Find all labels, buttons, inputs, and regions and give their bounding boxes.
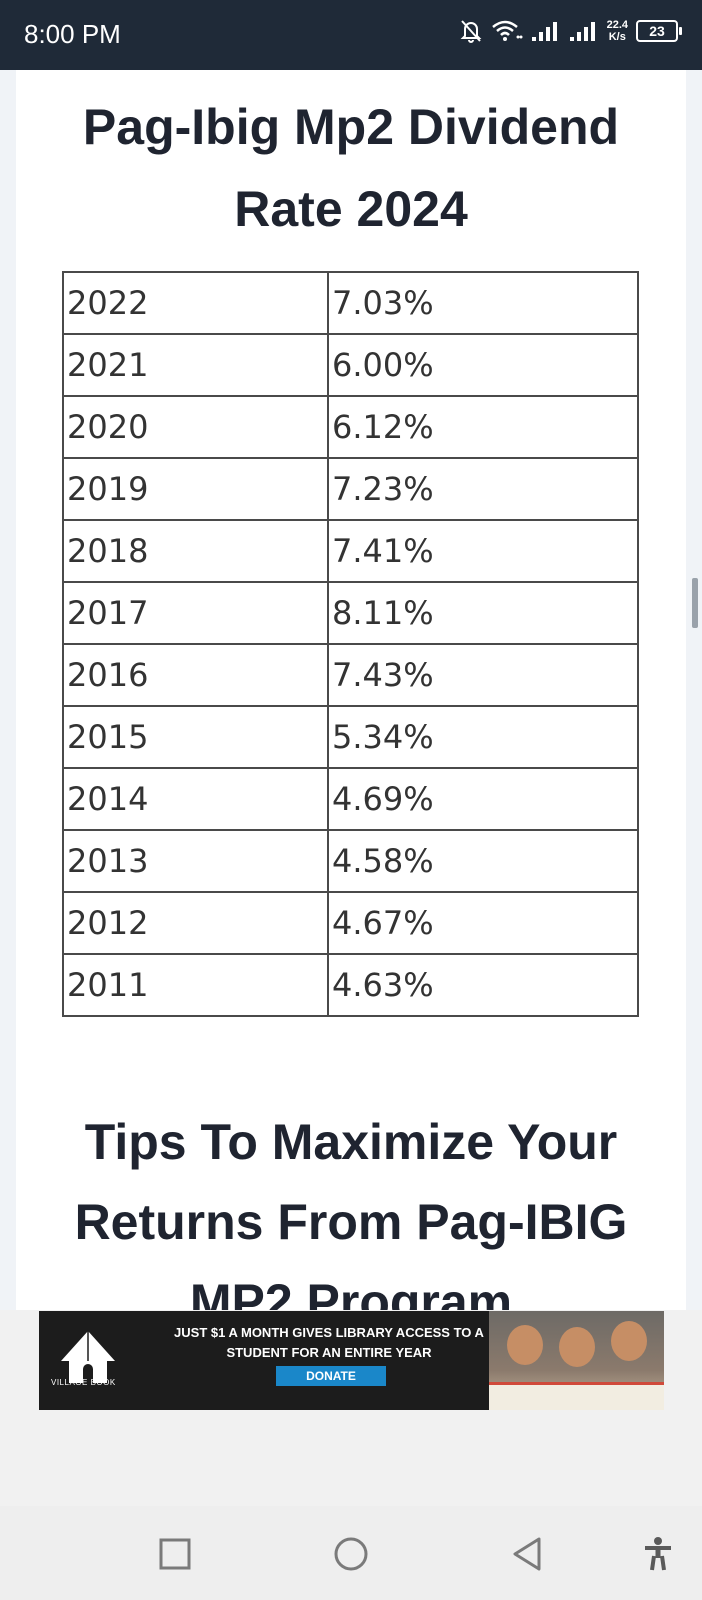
rate-cell: 8.11%	[327, 581, 639, 645]
rate-cell: 5.34%	[327, 705, 639, 769]
status-bar: 8:00 PM 22.4 K/s	[0, 0, 702, 70]
rate-cell: 7.41%	[327, 519, 639, 583]
rate-cell: 6.12%	[327, 395, 639, 459]
rate-cell: 7.23%	[327, 457, 639, 521]
table-row: 2020 6.12%	[62, 395, 639, 459]
child-figure	[507, 1325, 543, 1365]
donate-button[interactable]: DONATE	[276, 1366, 386, 1386]
home-button[interactable]	[329, 1532, 373, 1576]
article-title: Pag-Ibig Mp2 Dividend Rate 2024	[82, 99, 620, 237]
rate-cell: 4.58%	[327, 829, 639, 893]
table-row: 2022 7.03%	[62, 271, 639, 335]
table-row: 2016 7.43%	[62, 643, 639, 707]
year-cell: 2011	[62, 953, 329, 1017]
table-row: 2018 7.41%	[62, 519, 639, 583]
back-button[interactable]	[505, 1532, 549, 1576]
year-cell: 2019	[62, 457, 329, 521]
year-cell: 2021	[62, 333, 329, 397]
status-time: 8:00 PM	[24, 19, 121, 49]
status-icons: 22.4 K/s 23	[459, 18, 682, 44]
table-row: 2017 8.11%	[62, 581, 639, 645]
table-row: 2019 7.23%	[62, 457, 639, 521]
book-graphic	[489, 1382, 664, 1410]
rate-cell: 6.00%	[327, 333, 639, 397]
recents-square-icon	[159, 1538, 191, 1570]
dividend-rate-table: 2022 7.03% 2021 6.00% 2020 6.12% 2019 7.23% 2018…	[62, 271, 639, 1017]
back-triangle-icon	[513, 1537, 541, 1571]
table-row: 2014 4.69%	[62, 767, 639, 831]
rate-cell: 4.69%	[327, 767, 639, 831]
year-cell: 2014	[62, 767, 329, 831]
rate-cell: 4.67%	[327, 891, 639, 955]
child-figure	[611, 1321, 647, 1361]
rate-cell: 4.63%	[327, 953, 639, 1017]
table-row: 2013 4.58%	[62, 829, 639, 893]
year-cell: 2015	[62, 705, 329, 769]
table-row: 2021 6.00%	[62, 333, 639, 397]
wifi-icon	[491, 20, 523, 41]
accessibility-button[interactable]	[636, 1532, 680, 1576]
bell-off-icon	[460, 20, 481, 43]
article: Pag-Ibig Mp2 Dividend Rate 2024 2022 7.03…	[16, 70, 686, 1310]
year-cell: 2016	[62, 643, 329, 707]
tips-heading: Tips To Maximize Your Returns From Pag-I…	[74, 1114, 628, 1310]
library-logo-icon	[61, 1331, 115, 1383]
ad-message: JUST $1 A MONTH GIVES LIBRARY ACCESS TO …	[174, 1325, 484, 1360]
ad-logo-text: VILLAGE BOOK	[51, 1378, 116, 1387]
signal-icon	[531, 22, 557, 41]
page-area[interactable]: Pag-Ibig Mp2 Dividend Rate 2024 2022 7.03…	[0, 70, 702, 1310]
battery-icon: 23	[636, 20, 682, 42]
year-cell: 2017	[62, 581, 329, 645]
scrollbar[interactable]	[692, 578, 698, 628]
table-row: 2015 5.34%	[62, 705, 639, 769]
year-cell: 2020	[62, 395, 329, 459]
year-cell: 2012	[62, 891, 329, 955]
donation-banner-ad[interactable]: VILLAGE BOOK JUST $1 A MONTH GIVES LIBRA…	[39, 1311, 664, 1410]
home-circle-icon	[334, 1537, 368, 1571]
rate-cell: 7.03%	[327, 271, 639, 335]
year-cell: 2013	[62, 829, 329, 893]
accessibility-icon	[645, 1537, 671, 1571]
year-cell: 2022	[62, 271, 329, 335]
recents-button[interactable]	[153, 1532, 197, 1576]
table-row: 2012 4.67%	[62, 891, 639, 955]
year-cell: 2018	[62, 519, 329, 583]
table-row: 2011 4.63%	[62, 953, 639, 1017]
network-speed: 22.4 K/s	[606, 19, 628, 43]
signal-icon	[569, 22, 595, 41]
system-nav-bar	[0, 1506, 702, 1600]
rate-cell: 7.43%	[327, 643, 639, 707]
child-figure	[559, 1327, 595, 1367]
ad-photo	[489, 1311, 664, 1410]
